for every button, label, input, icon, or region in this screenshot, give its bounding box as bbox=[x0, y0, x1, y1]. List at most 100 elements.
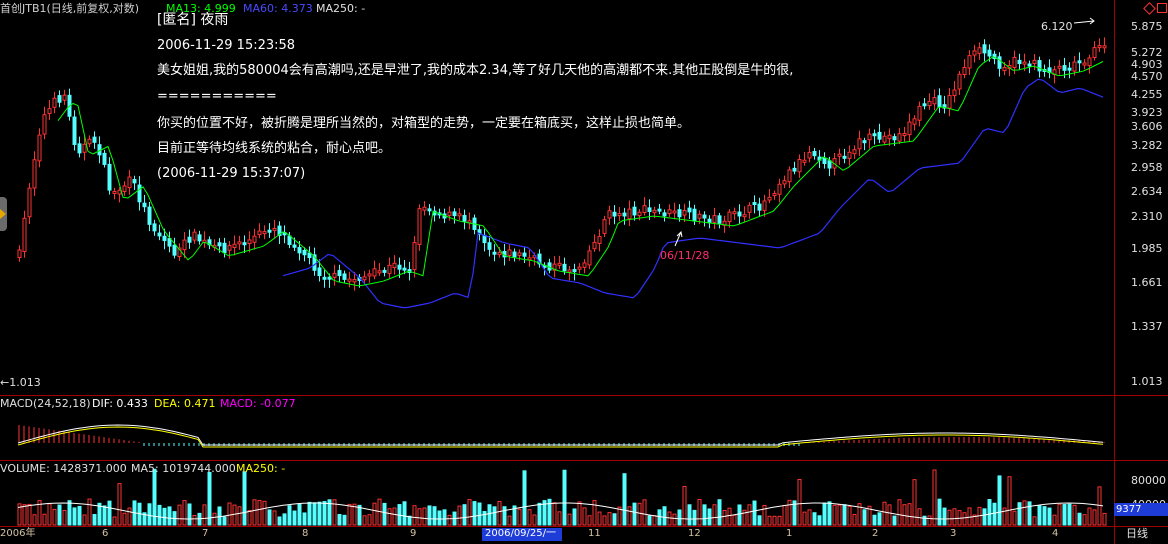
candle bbox=[397, 264, 402, 270]
candle bbox=[57, 95, 62, 103]
candle bbox=[217, 242, 222, 247]
candle bbox=[247, 239, 252, 245]
volume-value-badge: 9377 bbox=[1114, 503, 1168, 516]
window-toggle-icon[interactable] bbox=[1157, 3, 1167, 13]
candle bbox=[182, 239, 187, 251]
candle bbox=[132, 179, 137, 184]
candle bbox=[847, 151, 852, 159]
volume-bar bbox=[187, 503, 192, 526]
ma13-label: MA13: 4.999 bbox=[166, 2, 236, 15]
volume-bar bbox=[27, 503, 32, 526]
volume-bar bbox=[747, 504, 752, 526]
candle bbox=[1067, 67, 1072, 71]
volume-bar bbox=[292, 510, 297, 526]
candle bbox=[137, 184, 142, 203]
period-label[interactable]: 日线 bbox=[1126, 527, 1148, 540]
candle bbox=[102, 152, 107, 165]
volume-bar bbox=[92, 514, 97, 526]
volume-bar bbox=[97, 502, 102, 526]
volume-bar bbox=[847, 505, 852, 526]
volume-bar bbox=[127, 507, 132, 526]
candle bbox=[522, 252, 527, 257]
vol-ma250-label: MA250: - bbox=[236, 462, 286, 475]
candle bbox=[927, 100, 932, 107]
volume-bar bbox=[267, 509, 272, 526]
candle bbox=[82, 143, 87, 153]
candle bbox=[87, 138, 92, 145]
volume-bar bbox=[492, 506, 497, 526]
dea-label: DEA: 0.471 bbox=[154, 397, 216, 410]
candle bbox=[772, 193, 777, 197]
candle bbox=[477, 229, 482, 235]
volume-bar bbox=[1012, 510, 1017, 526]
volume-bar bbox=[387, 508, 392, 526]
marker-date-label: 06/11/28 bbox=[660, 249, 710, 262]
candle bbox=[37, 134, 42, 162]
candle bbox=[792, 167, 797, 172]
candle bbox=[287, 235, 292, 245]
volume-bar bbox=[737, 504, 742, 526]
note-time: 2006-11-29 15:23:58 bbox=[157, 38, 296, 53]
candle bbox=[1102, 45, 1107, 49]
price-tick: 4.570 bbox=[1131, 70, 1163, 83]
candle bbox=[967, 55, 972, 69]
volume-bar bbox=[1037, 505, 1042, 526]
volume-bar bbox=[217, 506, 222, 526]
volume-bar bbox=[812, 512, 817, 526]
volume-bar bbox=[937, 498, 942, 526]
volume-bar bbox=[512, 505, 517, 526]
price-tick: 1.661 bbox=[1131, 276, 1163, 289]
volume-bar bbox=[662, 506, 667, 526]
ma60-label: MA60: 4.373 bbox=[243, 2, 313, 15]
candle bbox=[977, 47, 982, 54]
candle bbox=[577, 266, 582, 270]
candle bbox=[952, 89, 957, 97]
volume-bar bbox=[1027, 501, 1032, 526]
candle bbox=[332, 272, 337, 278]
volume-bar bbox=[252, 499, 257, 526]
candle bbox=[222, 242, 227, 254]
candle bbox=[197, 234, 202, 242]
candle bbox=[707, 218, 712, 224]
volume-bar bbox=[142, 512, 147, 526]
volume-bar bbox=[672, 513, 677, 526]
dif-line bbox=[17, 424, 1104, 446]
volume-bar bbox=[1077, 512, 1082, 526]
candle bbox=[1017, 59, 1022, 65]
price-tick: 3.923 bbox=[1131, 106, 1163, 119]
candle bbox=[1077, 60, 1082, 64]
candle bbox=[22, 217, 27, 253]
volume-bar bbox=[607, 512, 612, 526]
candle bbox=[512, 251, 517, 258]
volume-bar bbox=[107, 500, 112, 526]
candle bbox=[567, 269, 572, 273]
volume-bar bbox=[432, 506, 437, 526]
volume-bar bbox=[722, 510, 727, 526]
candle bbox=[932, 97, 937, 105]
candle bbox=[662, 212, 667, 217]
candle bbox=[667, 209, 672, 215]
volume-bar bbox=[972, 514, 977, 526]
volume-bar bbox=[117, 483, 122, 526]
candle bbox=[882, 135, 887, 143]
volume-bar bbox=[692, 509, 697, 526]
left-scroll-handle[interactable] bbox=[0, 197, 7, 231]
volume-bar bbox=[707, 508, 712, 526]
note-question: 美女姐姐,我的580004会有高潮吗,还是早泄了,我的成本2.34,等了好几天他… bbox=[157, 63, 794, 78]
candle bbox=[857, 138, 862, 150]
candle bbox=[292, 244, 297, 248]
volume-bar bbox=[1092, 509, 1097, 526]
month-label: 7 bbox=[202, 528, 209, 539]
candle bbox=[677, 209, 682, 218]
volume-bar bbox=[1047, 507, 1052, 526]
volume-bar bbox=[487, 504, 492, 526]
candle bbox=[242, 242, 247, 246]
candle bbox=[1022, 61, 1027, 65]
candle bbox=[492, 251, 497, 255]
volume-bar bbox=[22, 504, 27, 526]
candle bbox=[402, 267, 407, 271]
volume-bar bbox=[322, 501, 327, 526]
volume-bar bbox=[507, 515, 512, 526]
candle bbox=[672, 210, 677, 214]
